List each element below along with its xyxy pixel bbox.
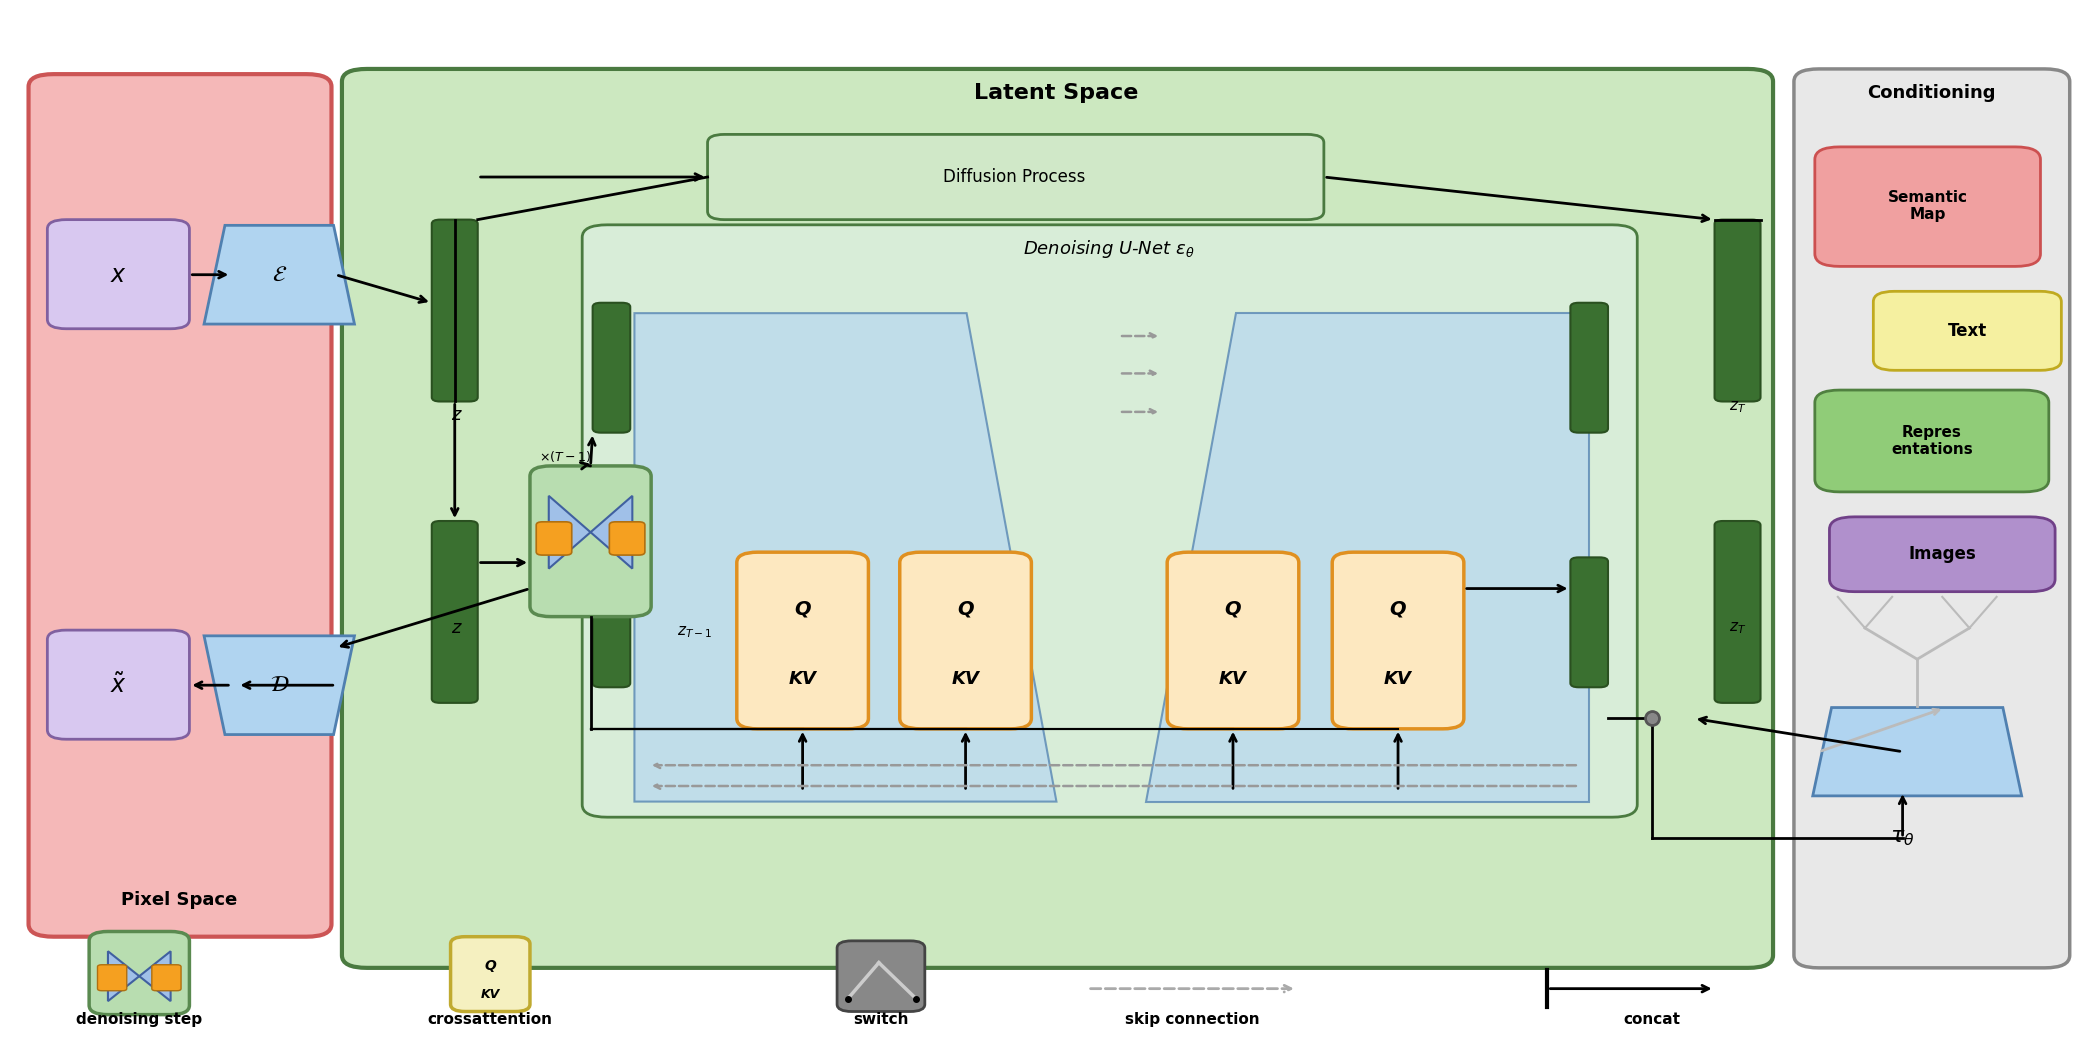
FancyBboxPatch shape	[1795, 69, 2069, 968]
Text: Text: Text	[1948, 322, 1987, 340]
Text: concat: concat	[1623, 1013, 1680, 1027]
FancyBboxPatch shape	[1333, 552, 1464, 728]
Text: crossattention: crossattention	[427, 1013, 552, 1027]
FancyBboxPatch shape	[536, 522, 571, 555]
FancyBboxPatch shape	[736, 552, 868, 728]
Text: $x$: $x$	[111, 263, 128, 287]
Text: $z$: $z$	[452, 406, 462, 424]
FancyBboxPatch shape	[1715, 521, 1761, 703]
FancyBboxPatch shape	[1571, 557, 1609, 688]
Text: KV: KV	[1220, 670, 1247, 689]
Polygon shape	[205, 636, 354, 735]
Text: Conditioning: Conditioning	[1868, 83, 1996, 102]
FancyBboxPatch shape	[1571, 303, 1609, 432]
Text: Repres
entations: Repres entations	[1891, 425, 1973, 457]
Polygon shape	[1814, 708, 2021, 796]
FancyBboxPatch shape	[153, 965, 182, 991]
Text: Denoising U-Net $\epsilon_\theta$: Denoising U-Net $\epsilon_\theta$	[1023, 238, 1195, 259]
Polygon shape	[140, 951, 172, 1001]
FancyBboxPatch shape	[609, 522, 644, 555]
Text: denoising step: denoising step	[75, 1013, 203, 1027]
Text: $\tilde{x}$: $\tilde{x}$	[111, 673, 128, 698]
FancyBboxPatch shape	[90, 932, 190, 1015]
FancyBboxPatch shape	[1167, 552, 1299, 728]
FancyBboxPatch shape	[1816, 147, 2040, 267]
FancyBboxPatch shape	[48, 220, 190, 328]
Text: $\times(T-1)$: $\times(T-1)$	[540, 449, 592, 464]
FancyBboxPatch shape	[98, 965, 128, 991]
Text: Q: Q	[958, 599, 975, 618]
Text: Semantic
Map: Semantic Map	[1887, 190, 1969, 222]
FancyBboxPatch shape	[1715, 220, 1761, 401]
FancyBboxPatch shape	[592, 303, 630, 432]
Text: $z_{T-1}$: $z_{T-1}$	[678, 624, 713, 640]
Text: $z_T$: $z_T$	[1728, 399, 1747, 415]
Text: KV: KV	[481, 989, 500, 1001]
Text: Pixel Space: Pixel Space	[121, 891, 236, 910]
Polygon shape	[1146, 314, 1590, 801]
FancyBboxPatch shape	[900, 552, 1031, 728]
Polygon shape	[109, 951, 140, 1001]
Text: $z_T$: $z_T$	[1728, 620, 1747, 636]
Text: Diffusion Process: Diffusion Process	[943, 168, 1086, 187]
Polygon shape	[590, 496, 632, 569]
Polygon shape	[634, 314, 1056, 801]
Text: $\tau_\theta$: $\tau_\theta$	[1891, 828, 1914, 848]
Text: Q: Q	[1389, 599, 1406, 618]
FancyBboxPatch shape	[529, 466, 651, 617]
Text: skip connection: skip connection	[1125, 1013, 1259, 1027]
FancyBboxPatch shape	[48, 630, 190, 739]
Text: Q: Q	[795, 599, 812, 618]
Text: Images: Images	[1908, 545, 1977, 564]
Text: $\mathcal{D}$: $\mathcal{D}$	[270, 675, 289, 695]
Polygon shape	[205, 225, 354, 324]
FancyBboxPatch shape	[450, 937, 529, 1012]
Text: KV: KV	[789, 670, 816, 689]
Text: $\mathcal{E}$: $\mathcal{E}$	[272, 265, 287, 284]
Text: Q: Q	[1224, 599, 1241, 618]
FancyBboxPatch shape	[707, 134, 1324, 220]
Text: KV: KV	[952, 670, 979, 689]
FancyBboxPatch shape	[592, 557, 630, 688]
FancyBboxPatch shape	[341, 69, 1774, 968]
Polygon shape	[548, 496, 590, 569]
FancyBboxPatch shape	[431, 521, 477, 703]
FancyBboxPatch shape	[29, 74, 331, 937]
FancyBboxPatch shape	[582, 225, 1638, 817]
FancyBboxPatch shape	[1872, 292, 2061, 370]
Text: Latent Space: Latent Space	[975, 83, 1138, 103]
Text: $z$: $z$	[452, 619, 462, 637]
Text: Q: Q	[485, 959, 496, 973]
Text: KV: KV	[1385, 670, 1412, 689]
Text: switch: switch	[854, 1013, 908, 1027]
FancyBboxPatch shape	[1816, 390, 2048, 492]
FancyBboxPatch shape	[1830, 517, 2054, 592]
FancyBboxPatch shape	[837, 941, 925, 1012]
FancyBboxPatch shape	[431, 220, 477, 401]
